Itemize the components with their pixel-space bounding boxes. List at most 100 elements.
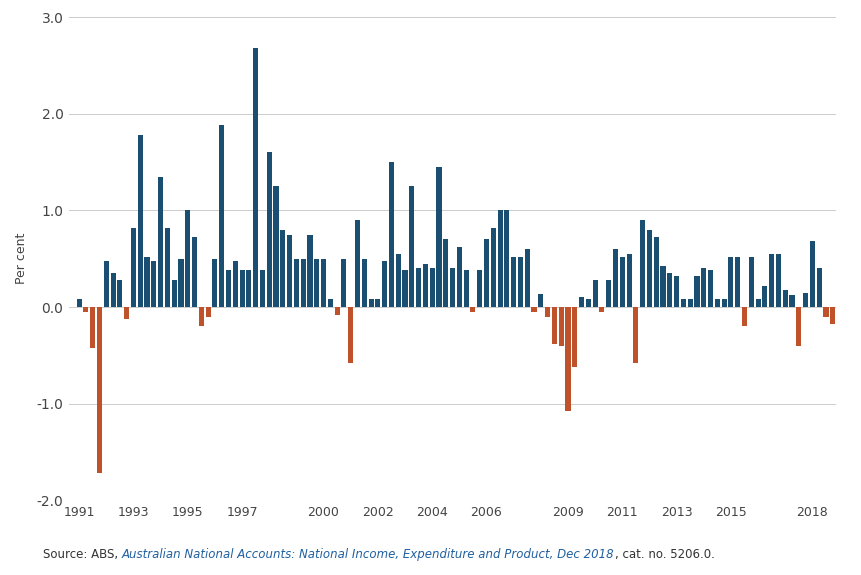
Y-axis label: Per cent: Per cent bbox=[15, 233, 28, 285]
Bar bbox=[423, 263, 427, 307]
Bar bbox=[84, 307, 89, 312]
Bar bbox=[232, 260, 238, 307]
Bar bbox=[511, 257, 516, 307]
Bar bbox=[504, 210, 509, 307]
Bar bbox=[443, 239, 448, 307]
Bar bbox=[463, 270, 468, 307]
Bar bbox=[300, 259, 306, 307]
Bar bbox=[700, 269, 705, 307]
Bar bbox=[171, 280, 177, 307]
Bar bbox=[96, 307, 102, 473]
Bar bbox=[77, 300, 82, 307]
Bar bbox=[355, 220, 360, 307]
Bar bbox=[694, 276, 698, 307]
Bar bbox=[829, 307, 834, 324]
Bar bbox=[416, 269, 421, 307]
Bar bbox=[199, 307, 204, 327]
Bar bbox=[103, 260, 108, 307]
Bar bbox=[266, 152, 271, 307]
Bar bbox=[429, 269, 434, 307]
Bar bbox=[808, 242, 814, 307]
Bar bbox=[145, 257, 150, 307]
Bar bbox=[362, 259, 367, 307]
Bar bbox=[714, 300, 719, 307]
Bar bbox=[585, 300, 590, 307]
Bar bbox=[294, 259, 299, 307]
Bar bbox=[579, 297, 584, 307]
Bar bbox=[687, 300, 692, 307]
Text: Australian National Accounts: National Income, Expenditure and Product, Dec 2018: Australian National Accounts: National I… bbox=[122, 547, 614, 561]
Bar bbox=[633, 307, 638, 363]
Bar bbox=[395, 254, 400, 307]
Bar bbox=[558, 307, 563, 346]
Bar bbox=[436, 167, 441, 307]
Bar bbox=[653, 237, 658, 307]
Bar bbox=[151, 260, 156, 307]
Bar bbox=[531, 307, 536, 312]
Bar bbox=[626, 254, 631, 307]
Bar bbox=[381, 260, 387, 307]
Bar bbox=[206, 307, 210, 317]
Bar bbox=[483, 239, 488, 307]
Bar bbox=[497, 210, 502, 307]
Bar bbox=[477, 270, 481, 307]
Bar bbox=[612, 249, 617, 307]
Bar bbox=[754, 300, 759, 307]
Bar bbox=[551, 307, 556, 344]
Bar bbox=[239, 270, 245, 307]
Bar bbox=[728, 257, 733, 307]
Bar bbox=[273, 186, 278, 307]
Bar bbox=[619, 257, 624, 307]
Bar bbox=[246, 270, 251, 307]
Bar bbox=[592, 280, 597, 307]
Bar bbox=[741, 307, 746, 327]
Bar bbox=[470, 307, 475, 312]
Bar bbox=[219, 125, 224, 307]
Bar bbox=[110, 273, 115, 307]
Bar bbox=[138, 135, 143, 307]
Bar bbox=[524, 249, 530, 307]
Bar bbox=[226, 270, 231, 307]
Bar bbox=[178, 259, 183, 307]
Bar bbox=[131, 228, 136, 307]
Bar bbox=[341, 259, 346, 307]
Bar bbox=[565, 307, 570, 411]
Text: Source: ABS,: Source: ABS, bbox=[43, 547, 122, 561]
Bar bbox=[287, 235, 292, 307]
Bar bbox=[369, 300, 373, 307]
Bar bbox=[307, 235, 313, 307]
Bar bbox=[280, 230, 285, 307]
Bar bbox=[253, 48, 258, 307]
Bar bbox=[117, 280, 122, 307]
Bar bbox=[334, 307, 339, 315]
Bar bbox=[449, 269, 455, 307]
Bar bbox=[192, 237, 197, 307]
Bar bbox=[605, 280, 610, 307]
Bar bbox=[660, 266, 665, 307]
Text: , cat. no. 5206.0.: , cat. no. 5206.0. bbox=[614, 547, 714, 561]
Bar bbox=[490, 228, 495, 307]
Bar bbox=[789, 296, 794, 307]
Bar bbox=[348, 307, 353, 363]
Bar bbox=[327, 300, 332, 307]
Bar bbox=[260, 270, 264, 307]
Bar bbox=[646, 230, 651, 307]
Bar bbox=[185, 210, 190, 307]
Bar bbox=[90, 307, 96, 348]
Bar bbox=[666, 273, 672, 307]
Bar bbox=[680, 300, 685, 307]
Bar bbox=[761, 286, 766, 307]
Bar bbox=[212, 259, 217, 307]
Bar bbox=[402, 270, 407, 307]
Bar bbox=[815, 269, 821, 307]
Bar bbox=[544, 307, 549, 317]
Bar bbox=[456, 247, 461, 307]
Bar bbox=[537, 293, 542, 307]
Bar bbox=[796, 307, 801, 346]
Bar bbox=[673, 276, 678, 307]
Bar bbox=[707, 270, 712, 307]
Bar bbox=[782, 290, 787, 307]
Bar bbox=[748, 257, 753, 307]
Bar bbox=[721, 300, 726, 307]
Bar bbox=[640, 220, 644, 307]
